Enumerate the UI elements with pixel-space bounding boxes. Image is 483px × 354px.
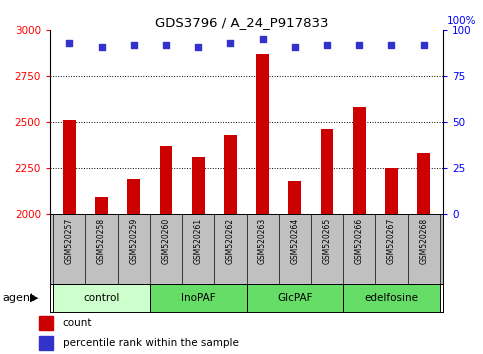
- Point: [227, 40, 234, 46]
- Point: [420, 42, 427, 47]
- Text: GSM520259: GSM520259: [129, 217, 138, 264]
- Bar: [246, 284, 343, 312]
- Point: [291, 44, 298, 50]
- Bar: [192, 157, 205, 214]
- Text: GlcPAF: GlcPAF: [277, 293, 313, 303]
- Bar: [159, 146, 172, 214]
- Text: GSM520267: GSM520267: [387, 217, 396, 264]
- Text: percentile rank within the sample: percentile rank within the sample: [63, 338, 239, 348]
- Text: GSM520261: GSM520261: [194, 217, 203, 264]
- Bar: [417, 153, 430, 214]
- Text: GSM520266: GSM520266: [355, 217, 364, 264]
- Point: [98, 44, 105, 50]
- Text: control: control: [84, 293, 120, 303]
- Text: GSM520268: GSM520268: [419, 217, 428, 264]
- Bar: [353, 107, 366, 214]
- Point: [162, 42, 170, 47]
- Bar: [95, 198, 108, 214]
- Text: GSM520264: GSM520264: [290, 217, 299, 264]
- Text: GDS3796 / A_24_P917833: GDS3796 / A_24_P917833: [155, 16, 328, 29]
- Text: GSM520260: GSM520260: [161, 217, 170, 264]
- Text: GSM520257: GSM520257: [65, 217, 74, 264]
- Bar: [256, 54, 269, 214]
- Text: count: count: [63, 318, 92, 328]
- Bar: [39, 336, 53, 350]
- Text: 100%: 100%: [447, 16, 477, 26]
- Text: GSM520265: GSM520265: [323, 217, 331, 264]
- Bar: [128, 179, 140, 214]
- Text: InoPAF: InoPAF: [181, 293, 215, 303]
- Text: GSM520263: GSM520263: [258, 217, 267, 264]
- Text: agent: agent: [2, 293, 34, 303]
- Text: GSM520258: GSM520258: [97, 217, 106, 264]
- Text: edelfosine: edelfosine: [365, 293, 418, 303]
- Point: [66, 40, 73, 46]
- Point: [259, 36, 267, 42]
- Bar: [150, 284, 246, 312]
- Point: [355, 42, 363, 47]
- Bar: [39, 316, 53, 330]
- Text: ▶: ▶: [30, 293, 38, 303]
- Bar: [343, 284, 440, 312]
- Bar: [321, 129, 333, 214]
- Bar: [63, 120, 76, 214]
- Point: [387, 42, 395, 47]
- Point: [323, 42, 331, 47]
- Bar: [53, 284, 150, 312]
- Bar: [385, 168, 398, 214]
- Point: [130, 42, 138, 47]
- Point: [194, 44, 202, 50]
- Bar: [288, 181, 301, 214]
- Text: GSM520262: GSM520262: [226, 217, 235, 264]
- Bar: [224, 135, 237, 214]
